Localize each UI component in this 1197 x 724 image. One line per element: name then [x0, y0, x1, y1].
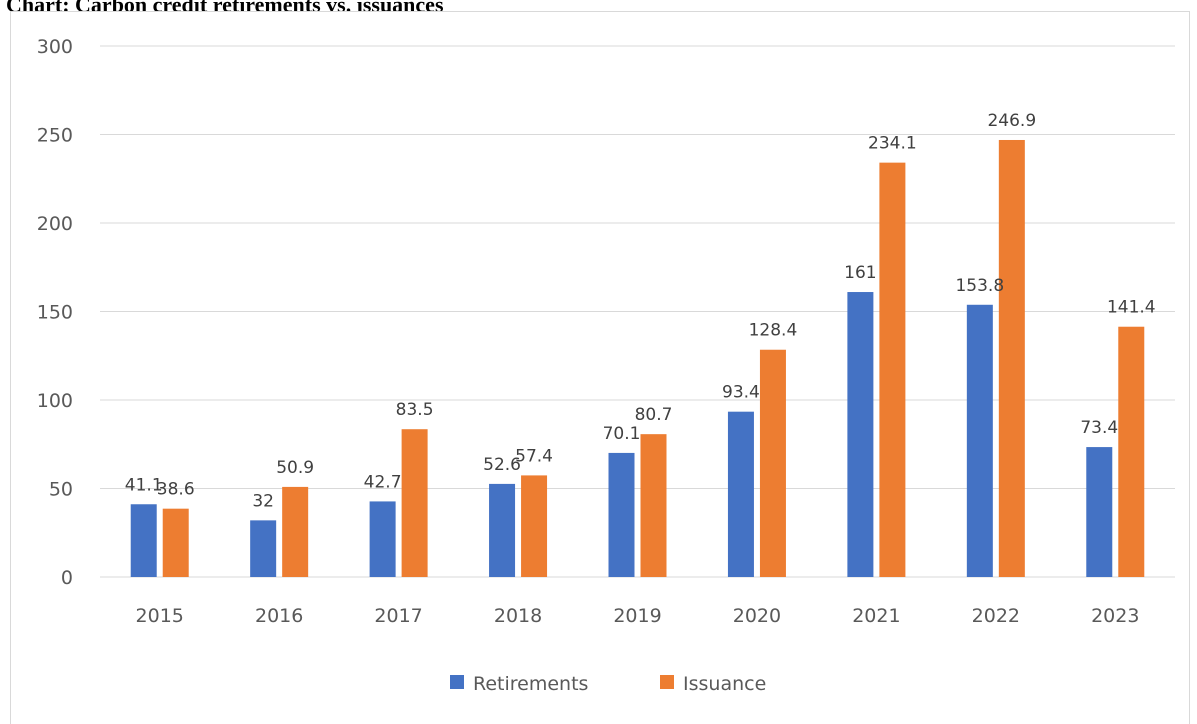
data-label-issuance-2016: 50.9: [276, 458, 314, 478]
bar-retirements-2016: [250, 520, 277, 577]
x-axis-ticks: 2015 2016 2017 2018 2019 2020 2021 2022 2023: [136, 605, 1140, 627]
data-label-issuance-2021: 234.1: [868, 134, 917, 154]
bar-retirements-2015: [130, 504, 157, 577]
data-label-issuance-2020: 128.4: [749, 321, 798, 341]
bar-retirements-2023: [1086, 447, 1113, 577]
gridlines: [100, 45, 1175, 578]
x-tick-label: 2021: [852, 605, 900, 627]
bar-retirements-2019: [608, 452, 635, 577]
bar-retirements-2020: [727, 411, 754, 577]
data-label-issuance-2023: 141.4: [1107, 298, 1156, 318]
data-label-issuance-2018: 57.4: [515, 446, 553, 466]
bar-retirements-2018: [489, 483, 516, 577]
data-label-retirements-2020: 93.4: [722, 383, 760, 403]
data-label-issuance-2017: 83.5: [396, 400, 434, 420]
chart-area: [10, 11, 1190, 724]
bar-issuance-2018: [521, 475, 548, 577]
y-tick-label: 300: [37, 36, 73, 58]
data-label-retirements-2018: 52.6: [483, 455, 521, 475]
x-tick-label: 2017: [374, 605, 422, 627]
data-label-retirements-2021: 161: [844, 263, 876, 283]
y-tick-label: 100: [37, 390, 73, 412]
x-tick-label: 2016: [255, 605, 303, 627]
data-label-retirements-2022: 153.8: [955, 276, 1004, 296]
data-label-retirements-2017: 42.7: [364, 472, 402, 492]
bar-issuance-2022: [998, 139, 1025, 577]
bar-issuance-2023: [1118, 326, 1145, 577]
bars: [130, 139, 1145, 577]
data-label-issuance-2022: 246.9: [987, 111, 1036, 131]
bar-issuance-2019: [640, 434, 667, 577]
legend: Retirements Issuance: [450, 673, 766, 695]
legend-label-issuance: Issuance: [683, 673, 766, 695]
bar-retirements-2017: [369, 501, 396, 577]
data-label-retirements-2023: 73.4: [1080, 418, 1118, 438]
bar-issuance-2015: [162, 508, 189, 577]
y-axis-ticks: 0 50 100 150 200 250 300: [37, 36, 73, 589]
data-label-retirements-2016: 32: [252, 491, 274, 511]
x-tick-label: 2015: [136, 605, 184, 627]
y-tick-label: 200: [37, 213, 73, 235]
legend-swatch-retirements: [450, 675, 464, 689]
bar-issuance-2017: [401, 429, 428, 577]
y-tick-label: 50: [49, 479, 73, 501]
x-tick-label: 2022: [972, 605, 1020, 627]
bar-issuance-2020: [759, 349, 786, 577]
bar-retirements-2022: [966, 304, 993, 577]
data-label-issuance-2019: 80.7: [635, 405, 673, 425]
x-tick-label: 2023: [1091, 605, 1139, 627]
y-tick-label: 0: [61, 567, 73, 589]
y-tick-label: 150: [37, 302, 73, 324]
legend-label-retirements: Retirements: [473, 673, 588, 695]
x-tick-label: 2019: [613, 605, 661, 627]
bar-issuance-2021: [879, 162, 906, 577]
legend-swatch-issuance: [660, 675, 674, 689]
x-tick-label: 2018: [494, 605, 542, 627]
y-tick-label: 250: [37, 125, 73, 147]
data-label-retirements-2015: 41.1: [125, 475, 163, 495]
x-tick-label: 2020: [733, 605, 781, 627]
bar-issuance-2016: [282, 486, 309, 577]
bar-retirements-2021: [847, 292, 874, 577]
data-label-issuance-2015: 38.6: [157, 480, 195, 500]
data-label-retirements-2019: 70.1: [603, 424, 641, 444]
